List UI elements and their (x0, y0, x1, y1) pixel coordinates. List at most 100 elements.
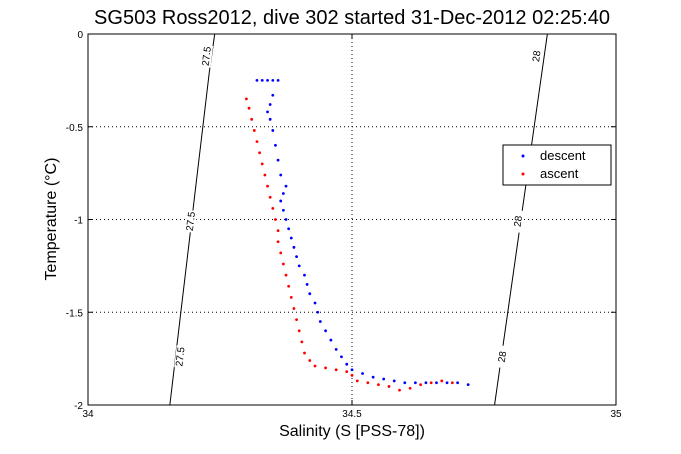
legend: descent ascent (502, 144, 612, 186)
contour-label-bg (495, 345, 509, 369)
axis-ticks: 34 34.5 35 0 -0.5 -1 -1.5 -2 (66, 30, 622, 420)
descent-point (295, 255, 298, 258)
ascent-point (387, 385, 391, 388)
ascent-point (263, 173, 267, 177)
contour-label: 27.5 (185, 211, 198, 232)
contour-label: 28 (531, 50, 544, 63)
x-tick-label: 34 (82, 409, 94, 420)
ascent-point (247, 106, 251, 110)
descent-point (456, 381, 459, 385)
legend-ascent-marker (521, 172, 525, 176)
descent-point (313, 301, 317, 305)
ascent-point (377, 383, 380, 386)
ascent-point (300, 340, 304, 344)
descent-point (329, 338, 333, 342)
legend-descent-marker (521, 154, 525, 158)
data-series (245, 78, 470, 392)
ascent-point (313, 364, 317, 368)
descent-point (271, 93, 275, 97)
ascent-point (398, 388, 401, 392)
ascent-point (274, 218, 277, 221)
ascent-point (250, 117, 254, 121)
y-tick-label: 0 (77, 30, 83, 41)
y-tick-label: -2 (74, 401, 83, 412)
x-axis-label: Salinity (S [PSS-78]) (279, 423, 425, 440)
contour-label-bg (530, 44, 544, 68)
descent-point (284, 184, 288, 188)
contour-label: 28 (513, 215, 526, 228)
descent-point (276, 78, 280, 82)
ascent-point (271, 206, 275, 210)
series-ascent (245, 97, 454, 392)
series-descent (255, 78, 470, 386)
contour-label: 27.5 (174, 346, 187, 367)
descent-point (382, 377, 386, 381)
contour-label-bg (511, 209, 525, 233)
descent-point (266, 78, 269, 82)
descent-point (345, 362, 349, 366)
ascent-point (345, 370, 349, 374)
descent-point (284, 218, 288, 221)
descent-point (279, 199, 283, 203)
ascent-point (266, 184, 269, 188)
ascent-point (334, 368, 338, 372)
contour-label-bg (184, 209, 198, 233)
ascent-point (450, 381, 454, 385)
ascent-point (289, 296, 293, 299)
ascent-point (281, 262, 285, 266)
descent-point (260, 78, 264, 82)
density-contours: 27.5 27.5 27.5 28 28 28 (169, 33, 548, 406)
ascent-point (419, 383, 423, 386)
descent-point (281, 192, 285, 195)
ascent-point (276, 240, 280, 244)
descent-point (255, 78, 259, 82)
descent-point (281, 208, 285, 212)
ascent-point (287, 284, 291, 288)
ascent-point (268, 195, 272, 199)
legend-box (502, 144, 612, 186)
descent-point (424, 381, 428, 385)
contour-label: 28 (497, 350, 510, 363)
ascent-point (408, 386, 412, 390)
descent-point (371, 375, 375, 379)
descent-point (297, 264, 301, 268)
descent-point (279, 173, 283, 177)
ascent-point (324, 366, 327, 370)
descent-point (268, 103, 272, 106)
x-tick-label: 34.5 (342, 409, 362, 420)
y-tick-label: -1 (74, 216, 83, 227)
descent-point (316, 310, 320, 314)
ascent-point (355, 379, 359, 383)
descent-point (271, 78, 275, 82)
ascent-point (279, 251, 283, 255)
descent-point (274, 143, 277, 147)
descent-point (392, 379, 396, 383)
ascent-point (284, 273, 288, 277)
descent-point (340, 355, 343, 359)
contour-line (494, 33, 548, 406)
descent-point (266, 110, 269, 114)
descent-point (305, 283, 309, 286)
y-tick-label: -0.5 (66, 123, 84, 134)
descent-point (466, 383, 470, 386)
ascent-point (303, 351, 306, 355)
ascent-point (276, 229, 280, 233)
ascent-point (366, 381, 370, 385)
ascent-point (245, 97, 248, 101)
ascent-point (429, 381, 433, 385)
descent-point (413, 381, 417, 385)
descent-point (435, 381, 438, 385)
contour-label: 27.5 (201, 46, 214, 67)
descent-point (361, 372, 364, 375)
grid-lines (88, 34, 616, 405)
ascent-point (350, 373, 354, 377)
contour-label-bg (200, 44, 214, 68)
descent-point (308, 292, 312, 296)
ascent-point (308, 359, 312, 362)
descent-point (303, 273, 306, 277)
descent-point (289, 236, 293, 240)
chart-title: SG503 Ross2012, dive 302 started 31-Dec-… (94, 7, 610, 29)
x-tick-label: 35 (610, 409, 622, 420)
ascent-point (252, 129, 256, 132)
